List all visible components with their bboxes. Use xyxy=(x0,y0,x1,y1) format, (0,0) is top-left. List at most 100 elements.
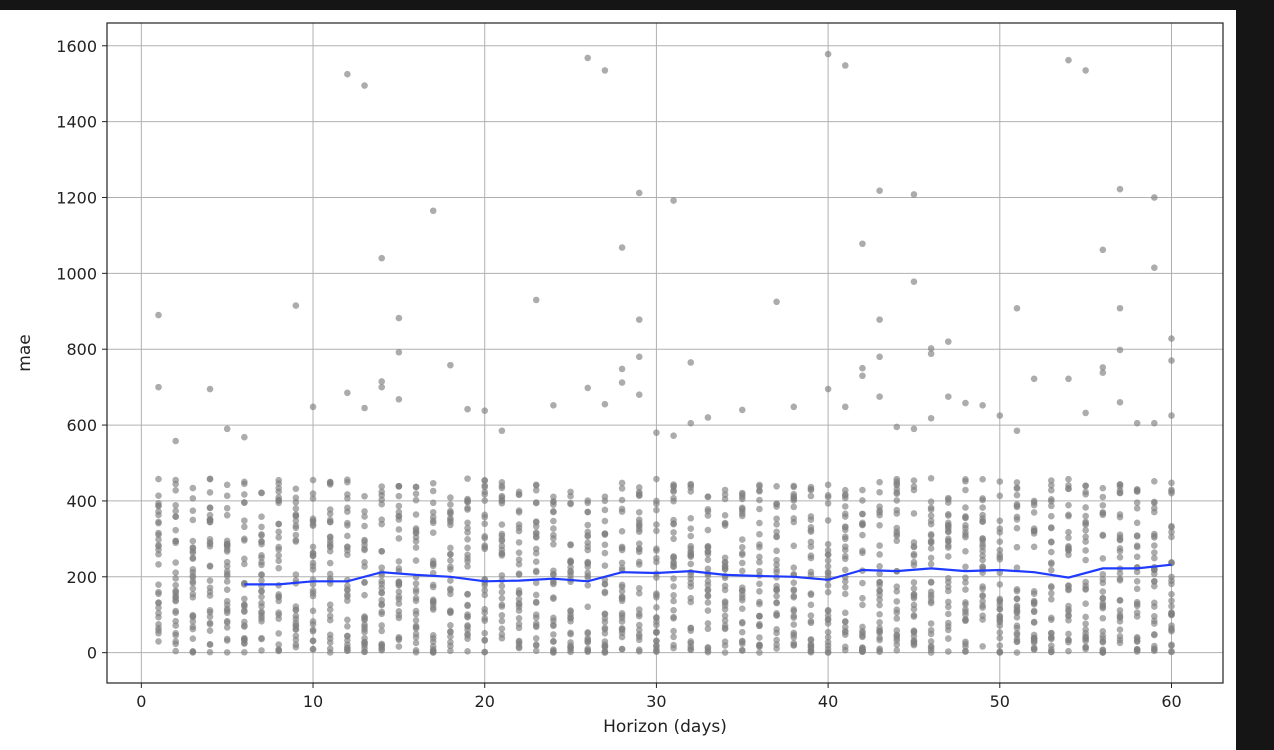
scatter-point xyxy=(841,494,849,502)
scatter-point xyxy=(721,522,729,529)
scatter-point xyxy=(1099,632,1107,640)
scatter-point xyxy=(1082,409,1089,417)
scatter-point xyxy=(944,626,952,634)
scatter-point xyxy=(635,516,643,523)
scatter-point xyxy=(773,556,780,564)
y-tick-label: 200 xyxy=(66,568,97,587)
scatter-point xyxy=(172,617,179,625)
scatter-point xyxy=(653,506,660,514)
scatter-point xyxy=(1013,586,1021,593)
scatter-point xyxy=(876,551,883,558)
scatter-point xyxy=(1133,543,1141,551)
scatter-point xyxy=(738,628,746,636)
scatter-point xyxy=(773,592,780,600)
scatter-point xyxy=(412,594,420,602)
scatter-point xyxy=(910,629,918,636)
scatter-point xyxy=(1013,516,1021,523)
scatter-point xyxy=(1013,485,1021,492)
scatter-point xyxy=(927,345,935,352)
scatter-point xyxy=(790,641,798,649)
scatter-point xyxy=(447,563,454,571)
scatter-point xyxy=(618,564,626,572)
scatter-point xyxy=(704,607,712,614)
scatter-point xyxy=(876,610,883,618)
scatter-chart: 0 10 20 30 40 50 60 0 200 400 600 800 1000 1200 1400 1… xyxy=(15,22,1224,737)
scatter-point xyxy=(275,520,282,528)
scatter-point xyxy=(223,619,231,626)
scatter-point xyxy=(807,486,815,494)
scatter-point xyxy=(1133,505,1141,512)
scatter-point xyxy=(292,531,300,539)
scatter-point xyxy=(395,483,403,490)
scatter-point xyxy=(275,597,282,605)
scatter-point xyxy=(687,638,695,645)
rolling-mean-line xyxy=(244,563,1172,586)
scatter-point xyxy=(481,483,489,491)
scatter-point xyxy=(326,543,334,551)
scatter-point xyxy=(1030,375,1038,383)
scatter-point xyxy=(721,605,729,613)
y-tick-label: 1600 xyxy=(56,37,97,56)
scatter-point xyxy=(1065,636,1072,644)
scatter-point xyxy=(893,506,901,514)
scatter-point xyxy=(498,612,506,619)
scatter-point xyxy=(326,606,334,613)
scatter-point xyxy=(944,598,952,606)
scatter-point xyxy=(464,535,471,543)
scatter-point xyxy=(653,637,660,645)
y-tick-label: 600 xyxy=(66,416,97,435)
scatter-point xyxy=(1099,614,1107,622)
scatter-point xyxy=(756,649,763,656)
scatter-point xyxy=(893,583,901,590)
scatter-point xyxy=(859,510,866,518)
scatter-point xyxy=(1133,645,1141,653)
scatter-point xyxy=(292,485,300,493)
scatter-point xyxy=(635,508,643,516)
scatter-point xyxy=(1099,570,1107,578)
scatter-point xyxy=(464,544,471,552)
scatter-point xyxy=(738,551,746,558)
scatter-point xyxy=(189,648,197,656)
scatter-point xyxy=(395,565,403,572)
scatter-point xyxy=(326,570,334,578)
scatter-point xyxy=(841,590,849,598)
scatter-point xyxy=(464,497,471,504)
scatter-point xyxy=(223,624,231,631)
scatter-point xyxy=(447,544,454,552)
scatter-point xyxy=(1048,502,1055,510)
scatter-point xyxy=(1048,512,1055,520)
scatter-point xyxy=(292,632,300,640)
scatter-point xyxy=(910,613,918,620)
scatter-point xyxy=(309,559,317,567)
scatter-point xyxy=(378,500,386,508)
scatter-point xyxy=(532,481,540,489)
scatter-point xyxy=(721,586,729,594)
scatter-point xyxy=(429,499,437,507)
scatter-point xyxy=(1048,559,1055,566)
x-tick-label: 60 xyxy=(1161,692,1181,711)
scatter-point xyxy=(1168,487,1175,495)
scatter-point xyxy=(1082,626,1089,633)
scatter-point xyxy=(773,503,780,510)
scatter-point xyxy=(962,617,969,625)
scatter-point xyxy=(756,600,763,608)
scatter-point xyxy=(189,635,197,642)
scatter-point xyxy=(1048,634,1055,641)
scatter-point xyxy=(944,544,952,551)
scatter-point xyxy=(344,491,351,498)
scatter-point xyxy=(1082,634,1089,642)
scatter-point xyxy=(361,82,368,89)
scatter-point xyxy=(275,476,282,484)
scatter-point xyxy=(1151,566,1158,574)
scatter-point xyxy=(618,645,626,653)
scatter-point xyxy=(927,512,935,519)
scatter-point xyxy=(687,480,695,488)
scatter-point xyxy=(910,641,918,649)
scatter-point xyxy=(1168,528,1175,536)
scatter-point xyxy=(670,560,677,567)
scatter-point xyxy=(241,618,248,626)
scatter-point xyxy=(876,478,883,486)
scatter-point xyxy=(275,641,282,648)
scatter-point xyxy=(1065,544,1072,551)
scatter-point xyxy=(258,603,265,610)
